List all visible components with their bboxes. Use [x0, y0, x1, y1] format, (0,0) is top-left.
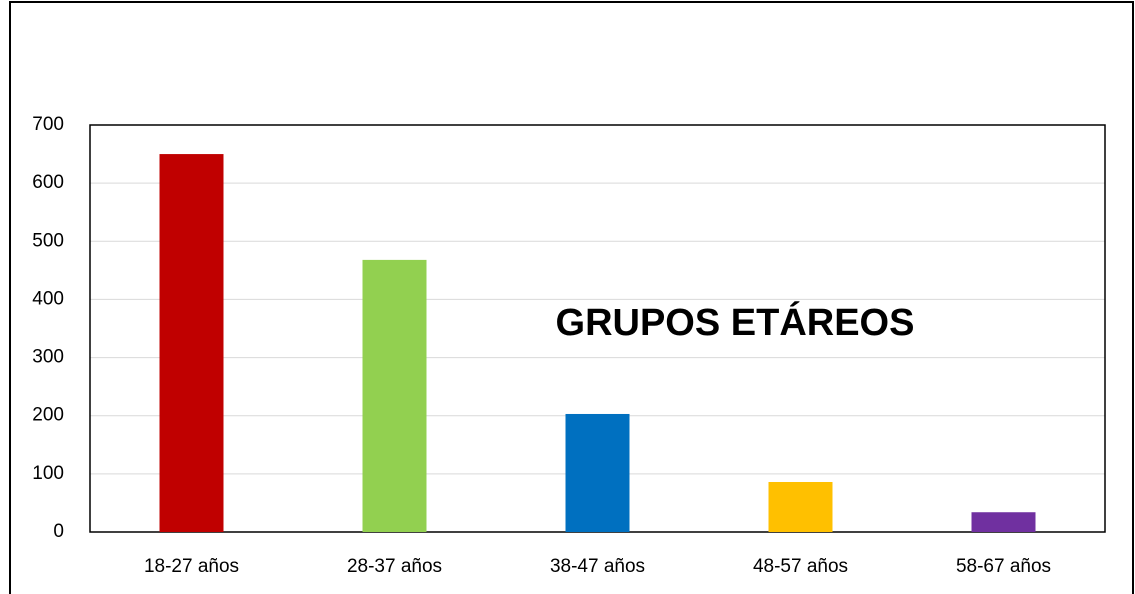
bar — [159, 154, 224, 533]
y-tick-label: 100 — [32, 463, 64, 484]
x-tick-label: 18-27 años — [144, 556, 239, 577]
x-tick-label: 48-57 años — [753, 556, 848, 577]
outer-frame — [9, 1, 1134, 594]
x-tick-label: 38-47 años — [550, 556, 645, 577]
bar — [565, 413, 630, 532]
x-tick-label: 28-37 años — [347, 556, 442, 577]
y-tick-label: 0 — [53, 521, 64, 542]
y-tick-label: 200 — [32, 405, 64, 426]
chart-title: GRUPOS ETÁREOS — [556, 300, 915, 344]
y-tick-label: 300 — [32, 347, 64, 368]
y-tick-label: 700 — [32, 114, 64, 135]
bar — [362, 259, 427, 532]
bar — [971, 512, 1036, 532]
bar — [768, 481, 833, 532]
y-tick-label: 400 — [32, 288, 64, 309]
y-tick-label: 500 — [32, 230, 64, 251]
x-tick-label: 58-67 años — [956, 556, 1051, 577]
y-tick-label: 600 — [32, 172, 64, 193]
